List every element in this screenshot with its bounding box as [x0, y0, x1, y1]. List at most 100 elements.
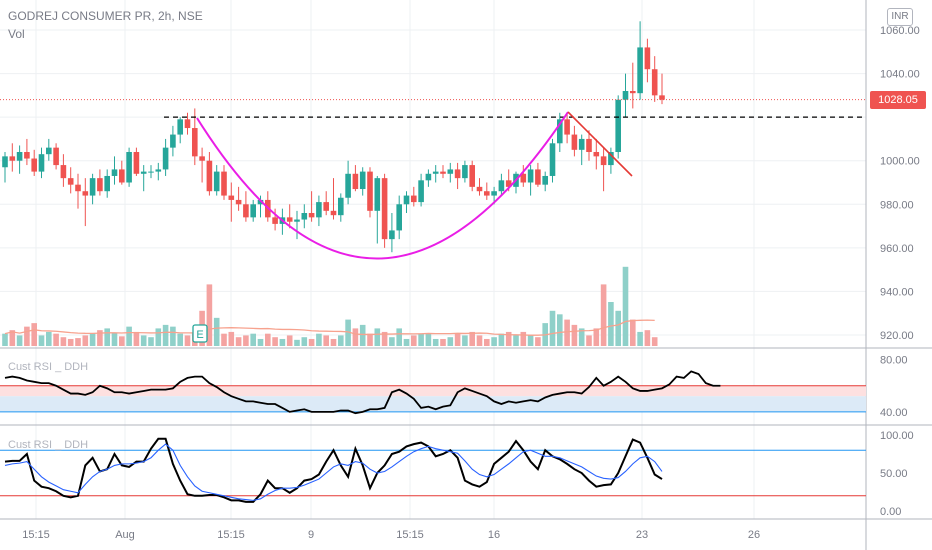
candle-body: [104, 175, 110, 192]
volume-bar: [235, 337, 242, 346]
candle-body: [651, 69, 658, 96]
current-price-tag: 1028.05: [870, 91, 926, 109]
candle-body: [374, 178, 381, 211]
candle: [235, 186, 242, 211]
candle: [345, 160, 351, 205]
candle: [622, 73, 629, 118]
candle-body: [155, 169, 162, 172]
candle-body: [9, 156, 16, 161]
volume-label: Vol: [8, 27, 25, 41]
volume-bar: [462, 335, 468, 346]
earnings-marker-box: [192, 324, 208, 343]
candle: [192, 108, 198, 166]
candle-body: [608, 152, 614, 166]
candle: [535, 162, 541, 187]
price-tick-label: 980.00: [880, 199, 914, 211]
currency-badge[interactable]: INR: [887, 8, 913, 26]
candle-body: [235, 199, 242, 205]
candle: [557, 112, 563, 152]
volume-bar: [571, 324, 578, 346]
rsi2-tick-label: 0.00: [880, 506, 901, 518]
candle-body: [38, 154, 45, 172]
candle: [323, 191, 329, 216]
candle: [111, 156, 118, 185]
time-tick-label: Aug: [115, 529, 135, 541]
volume-bar: [396, 328, 402, 346]
candle-body: [199, 156, 205, 161]
volume-bar: [505, 331, 512, 346]
candle: [75, 173, 81, 209]
volume-bar: [644, 330, 651, 346]
candle-body: [505, 180, 512, 187]
volume-bar: [126, 326, 132, 346]
candle-body: [2, 156, 8, 168]
candle-body: [447, 169, 454, 174]
rsi1-tick-label: 80.00: [880, 355, 908, 367]
candle: [593, 138, 600, 170]
volume-bar: [133, 331, 140, 346]
candle-body: [133, 152, 140, 174]
drawing-annotations[interactable]: E: [0, 99, 866, 343]
volume-bars: [2, 266, 658, 346]
candle: [148, 165, 154, 179]
volume-bar: [389, 337, 395, 346]
volume-bar: [374, 328, 381, 346]
candle: [454, 162, 461, 190]
candle: [206, 152, 213, 196]
candle: [469, 160, 475, 192]
candle: [294, 210, 300, 240]
volume-bar: [177, 333, 183, 346]
volume-bar: [549, 310, 556, 346]
time-tick-label: 15:15: [22, 529, 50, 541]
volume-bar: [359, 324, 366, 346]
volume-bar: [206, 284, 213, 346]
candle-body: [498, 180, 505, 192]
candle: [2, 152, 8, 183]
candle-body: [432, 171, 439, 174]
candle: [133, 147, 140, 176]
rsi1-tick-label: 40.00: [880, 407, 908, 419]
candlestick-series[interactable]: [2, 21, 665, 253]
candle-body: [593, 152, 600, 157]
candle: [476, 178, 483, 196]
time-tick-label: 9: [308, 529, 314, 541]
rsi2-tick-label: 50.00: [880, 468, 908, 480]
volume-bar: [637, 331, 643, 346]
time-tick-label: 15:15: [396, 529, 424, 541]
candle: [301, 204, 308, 229]
time-tick-label: 26: [748, 529, 760, 541]
rsi-oversold-band: [0, 396, 866, 412]
candle: [272, 208, 278, 231]
candle: [367, 167, 373, 218]
volume-bar: [432, 338, 439, 346]
cup-curve: [196, 111, 569, 260]
volume-bar: [381, 331, 388, 346]
candle: [250, 199, 256, 222]
volume-bar: [630, 319, 636, 346]
candle-body: [82, 191, 89, 196]
volume-bar: [97, 330, 103, 346]
candle-body: [644, 47, 651, 70]
rsi-bands: [0, 385, 866, 497]
candle-body: [184, 119, 191, 129]
candle-body: [257, 199, 264, 205]
price-tick-label: 1060.00: [880, 25, 920, 37]
volume-bar: [272, 337, 278, 346]
candle: [177, 117, 183, 144]
candle-body: [89, 178, 96, 196]
volume-bar: [469, 331, 475, 346]
candle-body: [454, 169, 461, 179]
volume-bar: [498, 333, 505, 346]
candle-body: [491, 191, 497, 196]
volume-bar: [24, 326, 30, 346]
candle-body: [162, 147, 169, 170]
candle-body: [221, 171, 227, 196]
candle: [352, 165, 359, 192]
candle-body: [75, 184, 81, 192]
volume-moving-average: [4, 319, 655, 336]
volume-bar: [308, 338, 315, 346]
candle-body: [177, 119, 183, 135]
candle-body: [294, 219, 300, 222]
candle-body: [425, 173, 432, 181]
